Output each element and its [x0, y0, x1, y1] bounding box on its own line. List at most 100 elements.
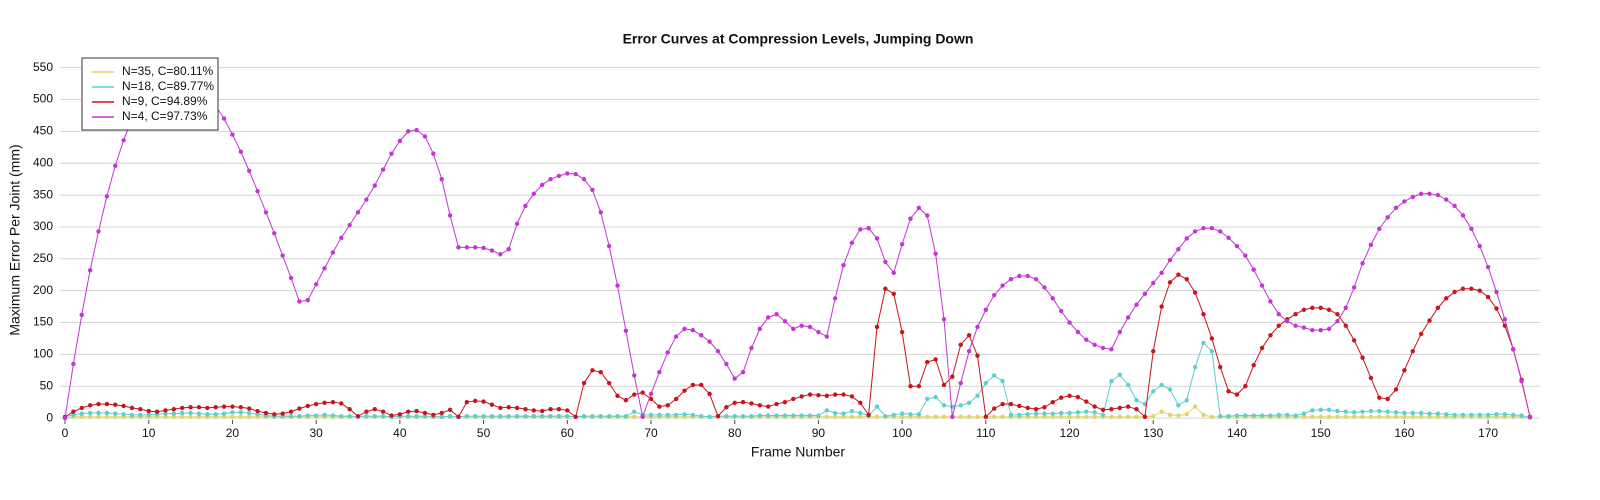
data-point — [1192, 229, 1198, 234]
data-point — [1109, 378, 1114, 384]
data-point — [749, 345, 754, 351]
data-point — [640, 414, 645, 420]
data-point — [1117, 372, 1122, 377]
data-point — [908, 384, 913, 389]
data-point — [1100, 407, 1106, 413]
data-point — [213, 412, 218, 417]
data-point — [1017, 403, 1022, 409]
data-point — [1377, 408, 1382, 414]
data-point — [113, 163, 118, 168]
data-point — [916, 205, 922, 211]
data-point — [1134, 414, 1139, 420]
data-point — [874, 324, 880, 330]
data-point — [648, 391, 654, 397]
data-point — [313, 282, 319, 287]
data-point — [682, 326, 687, 332]
data-point — [104, 194, 110, 199]
data-point — [1167, 387, 1173, 392]
data-point — [749, 413, 754, 419]
data-point — [96, 410, 101, 416]
data-point — [196, 414, 202, 420]
data-point — [230, 414, 235, 420]
x-tick-label: 50 — [477, 426, 491, 440]
data-point — [1326, 326, 1332, 332]
data-point — [1075, 414, 1081, 420]
data-point — [1109, 406, 1114, 412]
data-point — [699, 382, 704, 388]
data-point — [891, 412, 896, 418]
data-point — [673, 334, 679, 339]
data-point — [1058, 308, 1064, 314]
data-point — [841, 262, 846, 268]
data-point — [1226, 413, 1231, 419]
data-point — [447, 413, 453, 419]
data-point — [983, 414, 989, 420]
data-point — [899, 241, 905, 247]
data-point — [87, 268, 93, 273]
data-point — [1008, 412, 1014, 418]
data-point — [1335, 312, 1340, 317]
data-point — [1184, 398, 1189, 403]
data-point — [841, 411, 846, 416]
data-point — [196, 411, 202, 416]
data-point — [422, 134, 428, 139]
y-tick-label: 100 — [33, 347, 53, 361]
data-point — [1209, 414, 1215, 420]
data-point — [548, 406, 553, 412]
data-point — [1008, 401, 1014, 407]
data-point — [439, 410, 444, 416]
data-point — [1276, 412, 1282, 418]
data-point — [1402, 414, 1407, 420]
data-point — [1117, 414, 1122, 420]
data-point — [322, 266, 327, 271]
data-point — [246, 414, 252, 420]
data-point — [464, 399, 470, 405]
data-point — [506, 413, 511, 419]
data-point — [272, 231, 277, 236]
data-point — [799, 413, 804, 418]
data-point — [1418, 414, 1424, 420]
data-point — [439, 176, 444, 182]
data-point — [213, 405, 218, 410]
x-tick-label: 10 — [142, 426, 156, 440]
data-point — [380, 167, 386, 172]
data-point — [62, 415, 68, 421]
data-point — [807, 324, 813, 330]
data-point — [1310, 305, 1315, 311]
data-point — [196, 405, 202, 410]
data-point — [1025, 273, 1030, 279]
data-point — [1234, 243, 1240, 249]
data-point — [305, 413, 310, 418]
data-point — [1243, 413, 1248, 418]
data-point — [849, 414, 855, 420]
data-point — [79, 411, 84, 416]
y-tick-label: 550 — [33, 60, 53, 74]
series — [62, 71, 1533, 421]
data-point — [113, 402, 118, 407]
data-point — [1452, 289, 1457, 295]
data-point — [238, 149, 244, 154]
data-point — [297, 406, 302, 411]
data-point — [1151, 280, 1156, 286]
x-tick-label: 150 — [1311, 426, 1331, 440]
data-point — [774, 401, 779, 407]
data-point — [406, 129, 411, 134]
data-point — [908, 412, 913, 417]
data-point — [1134, 406, 1139, 412]
data-point — [1142, 414, 1148, 420]
x-tick-label: 130 — [1143, 426, 1163, 440]
x-tick-label: 90 — [812, 426, 826, 440]
data-point — [288, 409, 294, 414]
data-point — [1084, 414, 1089, 420]
data-point — [1293, 312, 1298, 317]
data-point — [1226, 389, 1231, 394]
x-tick-label: 140 — [1227, 426, 1247, 440]
data-point — [916, 384, 922, 389]
data-point — [1050, 296, 1056, 301]
y-tick-label: 50 — [40, 378, 54, 392]
data-point — [447, 213, 453, 218]
data-point — [916, 412, 922, 417]
data-point — [899, 411, 905, 416]
data-point — [171, 411, 177, 416]
data-point — [1343, 414, 1348, 420]
